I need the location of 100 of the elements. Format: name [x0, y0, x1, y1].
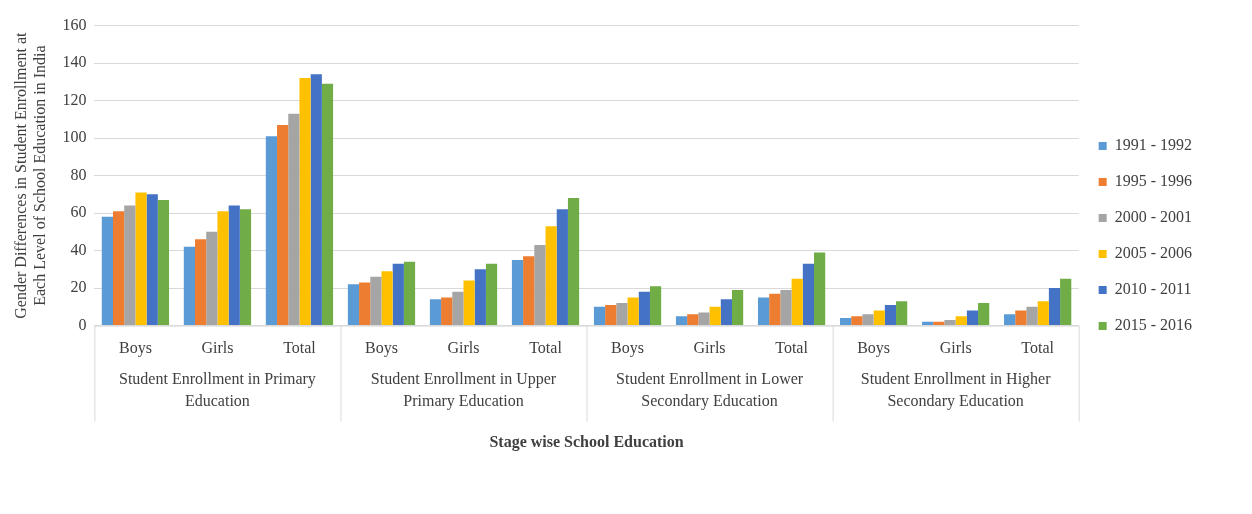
- y-tick-label: 40: [70, 240, 87, 258]
- bar: [757, 297, 770, 326]
- bar: [802, 263, 815, 326]
- bar: [474, 269, 486, 326]
- bar: [851, 316, 863, 326]
- bar: [593, 306, 606, 326]
- bar: [922, 321, 934, 326]
- bar: [814, 252, 826, 326]
- bar: [698, 312, 710, 326]
- bar: [944, 319, 956, 326]
- bar: [839, 318, 852, 326]
- bar: [511, 259, 524, 326]
- bar: [195, 239, 207, 326]
- bar: [616, 303, 628, 326]
- x-tick-label: Boys: [118, 339, 152, 358]
- x-tick-label: Boys: [365, 339, 398, 358]
- text: Student Enrollment in Higher Secondary Education: [860, 369, 1052, 410]
- bar: [403, 261, 416, 326]
- x-tick-label: Girls: [693, 339, 726, 357]
- bar: [955, 316, 967, 326]
- bar: [545, 226, 557, 326]
- bar: [1026, 306, 1038, 326]
- bar: [720, 299, 732, 326]
- bar: [556, 209, 568, 326]
- bar: [381, 271, 393, 326]
- bar: [157, 199, 170, 326]
- bar: [933, 321, 945, 326]
- text: Student Enrollment in Upper Primary Education: [370, 369, 557, 410]
- bar: [288, 113, 300, 326]
- bar: [1048, 288, 1061, 326]
- bar: [392, 263, 404, 326]
- x-tick-label: Total: [775, 339, 809, 357]
- bar: [605, 304, 617, 326]
- x-tick-label: Total: [529, 339, 563, 357]
- bar: [463, 280, 475, 326]
- bar: [124, 205, 136, 326]
- y-tick-label: 60: [70, 203, 87, 221]
- bar: [183, 246, 196, 326]
- bar: [112, 211, 125, 326]
- bar: [709, 306, 721, 326]
- x-axis-title: Stage wise School Education: [489, 432, 684, 451]
- bar: [277, 124, 289, 326]
- bar: [649, 286, 662, 326]
- bar: [347, 284, 360, 326]
- bar: [769, 293, 781, 326]
- legend-label: 2005 - 2006: [1114, 244, 1224, 262]
- bar: [1015, 310, 1027, 326]
- y-tick-label: 160: [62, 15, 87, 33]
- y-tick-label: 140: [62, 53, 87, 71]
- x-tick-label: Boys: [857, 339, 891, 358]
- bar: [687, 314, 699, 326]
- legend-label: 1991 - 1992: [1114, 136, 1224, 154]
- text: Student Enrollment in Primary Education: [119, 369, 316, 409]
- x-tick-label: Girls: [201, 339, 234, 357]
- bar: [627, 297, 639, 326]
- x-tick-label: Total: [1021, 339, 1055, 357]
- bar: [873, 310, 885, 326]
- bar: [485, 263, 498, 326]
- bar: [299, 78, 311, 326]
- legend-label: 2015 - 2016: [1114, 316, 1224, 334]
- y-tick-label: 0: [78, 315, 87, 333]
- legend-label: 2010 - 2011: [1114, 280, 1224, 298]
- bar: [429, 299, 442, 326]
- y-tick-label: 20: [70, 278, 87, 296]
- bar: [884, 304, 897, 326]
- bar: [675, 316, 688, 326]
- bar: [370, 276, 382, 326]
- bar: [896, 301, 908, 326]
- bar: [1004, 314, 1016, 326]
- bar: [966, 310, 979, 326]
- legend-label: 2000 - 2001: [1114, 208, 1224, 226]
- bar: [534, 244, 546, 326]
- y-tick-label: 120: [62, 90, 87, 108]
- text: Student Enrollment in Lower Secondary Education: [616, 369, 804, 410]
- bar: [101, 216, 113, 326]
- bar: [265, 136, 278, 326]
- bar: [731, 289, 744, 326]
- bar: [206, 231, 218, 326]
- bar: [567, 198, 580, 326]
- bar: [638, 291, 650, 326]
- bar: [310, 74, 322, 326]
- x-tick-label: Total: [283, 339, 317, 357]
- y-tick-label: 100: [62, 128, 87, 146]
- x-tick-label: Boys: [611, 339, 644, 358]
- x-tick-label: Girls: [447, 339, 480, 357]
- bar: [321, 83, 334, 326]
- bar: [978, 303, 990, 326]
- bar: [441, 297, 453, 326]
- y-tick-label: 80: [70, 165, 87, 183]
- bar: [239, 209, 252, 326]
- x-tick-label: Girls: [939, 339, 972, 357]
- legend-label: 1995 - 1996: [1114, 172, 1224, 190]
- bar: [217, 211, 229, 326]
- bar: [862, 314, 874, 326]
- bar: [228, 205, 240, 326]
- bar: [359, 282, 371, 326]
- y-axis-title: Gender Differences in Student Enrollment at Each Level of School Education in India: [11, 31, 48, 319]
- bar: [135, 192, 147, 326]
- bar: [791, 278, 803, 326]
- bar: [1037, 301, 1049, 326]
